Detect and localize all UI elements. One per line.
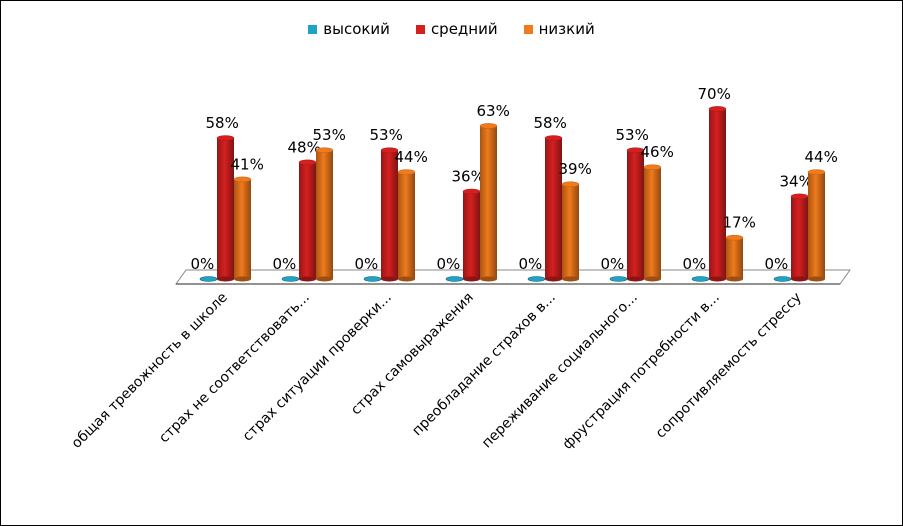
legend-swatch-nizkiy [523, 24, 533, 34]
bar-0-1 [281, 276, 300, 282]
category-label-7: сопротивляемость стрессу [653, 290, 805, 442]
bar-2-0 [233, 176, 252, 282]
value-label-1-6: 70% [698, 85, 731, 103]
value-label-0-0: 0% [191, 255, 215, 273]
value-label-1-0: 58% [206, 114, 239, 132]
value-label-1-3: 36% [452, 168, 485, 186]
bar-1-3 [462, 188, 481, 282]
bar-2-6 [725, 234, 744, 282]
bar-1-2 [380, 147, 399, 282]
value-label-0-7: 0% [765, 255, 789, 273]
value-label-2-1: 53% [313, 126, 346, 144]
value-label-1-1: 48% [288, 138, 321, 156]
bar-2-7 [807, 169, 826, 282]
value-label-0-2: 0% [355, 255, 379, 273]
category-label-1: страх не соответствовать... [156, 290, 313, 447]
legend-entry-sredniy: средний [415, 20, 498, 38]
bar-0-2 [363, 276, 382, 282]
category-label-5: переживание социального... [479, 290, 641, 452]
category-label-0: общая тревожность в школе [69, 290, 231, 452]
value-label-2-6: 17% [723, 214, 756, 232]
bar-2-5 [643, 164, 662, 282]
bar-0-0 [199, 276, 218, 282]
legend-swatch-vysokiy [308, 24, 318, 34]
bar-1-4 [544, 135, 563, 282]
bar-0-3 [445, 276, 464, 282]
value-label-1-7: 34% [780, 172, 813, 190]
value-label-2-7: 44% [805, 148, 838, 166]
value-label-1-2: 53% [370, 126, 403, 144]
legend-label-nizkiy: низкий [538, 20, 595, 38]
bar-1-6 [708, 106, 727, 282]
value-label-2-2: 44% [395, 148, 428, 166]
bar-2-1 [315, 147, 334, 282]
bar-2-2 [397, 169, 416, 282]
value-label-0-5: 0% [601, 255, 625, 273]
value-label-0-3: 0% [437, 255, 461, 273]
legend: высокий средний низкий [0, 20, 903, 38]
category-label-6: фрустрация потребности в... [560, 290, 723, 453]
value-label-2-3: 63% [477, 102, 510, 120]
category-label-2: страх ситуации проверки... [240, 290, 395, 445]
value-label-2-4: 39% [559, 160, 592, 178]
value-label-0-4: 0% [519, 255, 543, 273]
bar-1-5 [626, 147, 645, 282]
bar-0-4 [527, 276, 546, 282]
legend-entry-nizkiy: низкий [523, 20, 595, 38]
legend-label-vysokiy: высокий [323, 20, 390, 38]
legend-label-sredniy: средний [430, 20, 498, 38]
value-label-2-5: 46% [641, 143, 674, 161]
value-label-2-0: 41% [231, 155, 264, 173]
bar-0-5 [609, 276, 628, 282]
value-label-1-5: 53% [616, 126, 649, 144]
bar-1-1 [298, 159, 317, 282]
category-label-4: преобладание страхов в... [409, 290, 559, 440]
bar-1-0 [216, 135, 235, 282]
bar-2-4 [561, 181, 580, 282]
bar-1-7 [790, 193, 809, 282]
legend-swatch-sredniy [415, 24, 425, 34]
legend-entry-vysokiy: высокий [308, 20, 390, 38]
bar-0-7 [773, 276, 792, 282]
bar-2-3 [479, 123, 498, 282]
value-label-0-1: 0% [273, 255, 297, 273]
value-label-1-4: 58% [534, 114, 567, 132]
bar-0-6 [691, 276, 710, 282]
value-label-0-6: 0% [683, 255, 707, 273]
